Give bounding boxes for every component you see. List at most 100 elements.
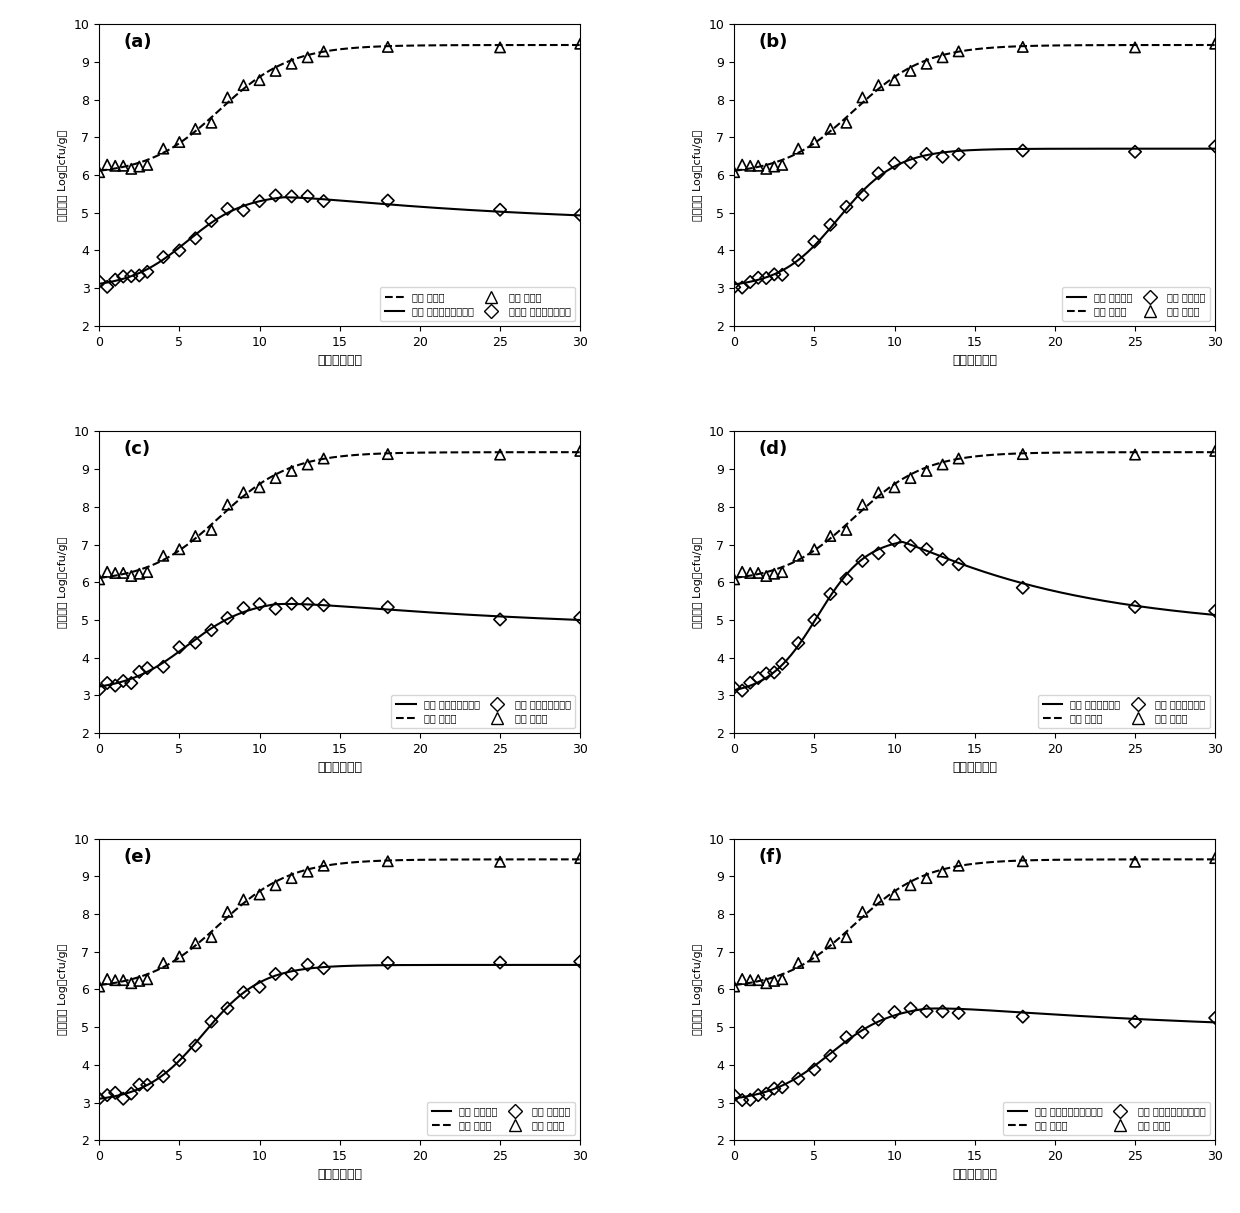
Point xyxy=(113,1089,133,1109)
Point xyxy=(113,267,133,286)
Point xyxy=(724,976,744,996)
Point xyxy=(265,61,285,80)
Legend: 预测 蜡样芽孢杆菌, 预测 乳酸菌, 实测 蜡样芽孢杆菌, 实测 乳酸菌: 预测 蜡样芽孢杆菌, 预测 乳酸菌, 实测 蜡样芽孢杆菌, 实测 乳酸菌 xyxy=(1038,695,1210,728)
Point xyxy=(249,478,269,497)
Point xyxy=(1013,579,1033,598)
Point xyxy=(122,673,141,693)
Legend: 预测 金黄色葫萄球菌, 预测 乳酸菌, 实测 金黄色葫萄球菌, 实测 乳酸菌: 预测 金黄色葫萄球菌, 预测 乳酸菌, 实测 金黄色葫萄球菌, 实测 乳酸菌 xyxy=(392,695,575,728)
Point xyxy=(868,543,888,563)
Point xyxy=(138,969,157,989)
X-axis label: 时间（小时）: 时间（小时） xyxy=(317,354,362,368)
Point xyxy=(570,442,590,461)
Point xyxy=(805,132,825,152)
Point xyxy=(764,662,784,682)
Point xyxy=(233,483,253,502)
Point xyxy=(900,998,920,1018)
Point xyxy=(837,197,857,216)
Point xyxy=(186,1036,206,1055)
Point xyxy=(724,1086,744,1105)
Point xyxy=(490,852,510,871)
Point xyxy=(724,678,744,697)
Point xyxy=(932,1002,952,1021)
Point xyxy=(868,75,888,95)
Point xyxy=(97,673,117,693)
Point xyxy=(186,228,206,247)
Point xyxy=(949,41,968,61)
Point xyxy=(138,1075,157,1094)
Point xyxy=(853,186,873,205)
Y-axis label: 菌群浓度 Log（cfu/g）: 菌群浓度 Log（cfu/g） xyxy=(58,130,68,221)
Y-axis label: 菌群浓度 Log（cfu/g）: 菌群浓度 Log（cfu/g） xyxy=(693,944,703,1035)
Point xyxy=(186,633,206,653)
Point xyxy=(113,156,133,176)
Point xyxy=(837,928,857,947)
Point xyxy=(733,155,753,175)
Point xyxy=(265,964,285,984)
Point xyxy=(932,47,952,67)
X-axis label: 时间（小时）: 时间（小时） xyxy=(317,1168,362,1181)
Point xyxy=(900,153,920,172)
Point xyxy=(748,268,768,287)
Point xyxy=(756,566,776,586)
Point xyxy=(314,958,334,978)
Point xyxy=(1013,141,1033,160)
Point xyxy=(884,478,904,497)
Point xyxy=(249,884,269,904)
Point xyxy=(202,928,222,947)
Point xyxy=(748,1086,768,1105)
Point xyxy=(853,87,873,107)
Point xyxy=(868,483,888,502)
Point xyxy=(217,87,237,107)
Point xyxy=(1125,1012,1145,1031)
Point xyxy=(773,969,792,989)
Point xyxy=(1125,597,1145,616)
Point xyxy=(170,1050,190,1070)
Point xyxy=(89,570,109,590)
Point xyxy=(853,1023,873,1042)
Point xyxy=(932,549,952,569)
Text: (b): (b) xyxy=(758,33,787,51)
Point xyxy=(916,461,936,480)
Point xyxy=(298,187,317,206)
Point xyxy=(217,998,237,1018)
Text: (e): (e) xyxy=(123,848,153,866)
Point xyxy=(900,876,920,895)
Point xyxy=(378,38,398,57)
Point xyxy=(821,1046,841,1065)
Point xyxy=(281,461,301,480)
Point xyxy=(314,856,334,876)
Point xyxy=(154,546,174,565)
Point xyxy=(202,113,222,132)
Point xyxy=(129,564,149,583)
Point xyxy=(748,156,768,176)
Point xyxy=(884,531,904,551)
Point xyxy=(1205,137,1225,156)
Point xyxy=(900,536,920,556)
Point xyxy=(748,970,768,990)
Point xyxy=(949,554,968,574)
Point xyxy=(170,132,190,152)
Point xyxy=(298,955,317,974)
Point xyxy=(733,1090,753,1110)
Point xyxy=(122,1084,141,1104)
Y-axis label: 菌群浓度 Log（cfu/g）: 菌群浓度 Log（cfu/g） xyxy=(693,536,703,628)
Point xyxy=(138,262,157,281)
X-axis label: 时间（小时）: 时间（小时） xyxy=(952,762,997,774)
Point xyxy=(853,551,873,570)
Point xyxy=(314,596,334,615)
Point xyxy=(1013,38,1033,57)
Point xyxy=(186,119,206,138)
Point xyxy=(217,495,237,514)
Point xyxy=(105,563,125,582)
Point xyxy=(490,38,510,57)
Point xyxy=(773,1077,792,1097)
Point xyxy=(1205,34,1225,53)
Point xyxy=(740,970,760,990)
Point xyxy=(916,55,936,74)
Point xyxy=(113,563,133,582)
Point xyxy=(1125,142,1145,161)
Point xyxy=(129,662,149,682)
Point xyxy=(89,272,109,291)
Point xyxy=(217,199,237,218)
Point xyxy=(314,41,334,61)
